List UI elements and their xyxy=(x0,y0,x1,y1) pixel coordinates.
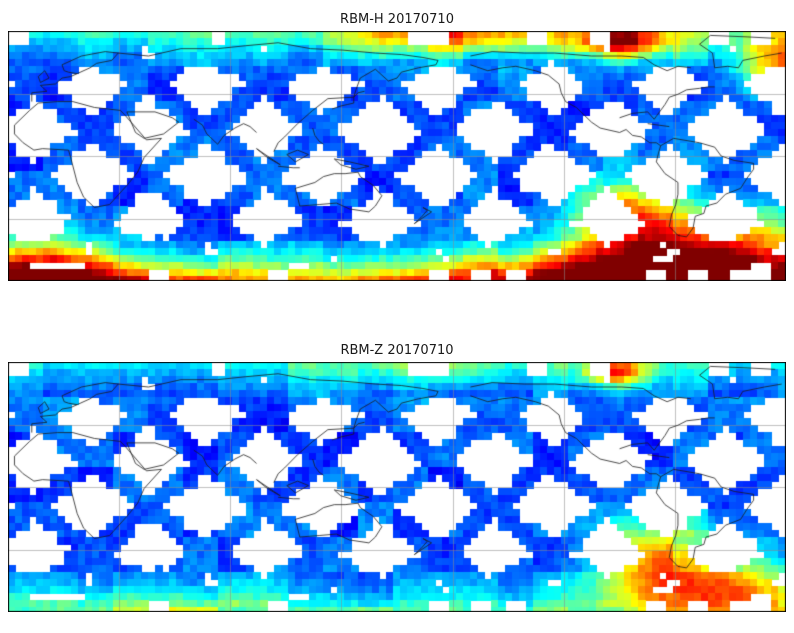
panel-title-rbm-z: RBM-Z 20170710 xyxy=(340,343,454,358)
panel-rbm-h: RBM-H 20170710 xyxy=(8,0,786,281)
map-plot-rbm-h xyxy=(8,31,786,281)
plot-area-rbm-z xyxy=(8,362,786,612)
panel-title-rbm-h: RBM-H 20170710 xyxy=(340,12,454,27)
map-plot-rbm-z xyxy=(8,362,786,612)
plot-area-rbm-h xyxy=(8,31,786,281)
panel-rbm-z: RBM-Z 20170710 xyxy=(8,339,786,612)
